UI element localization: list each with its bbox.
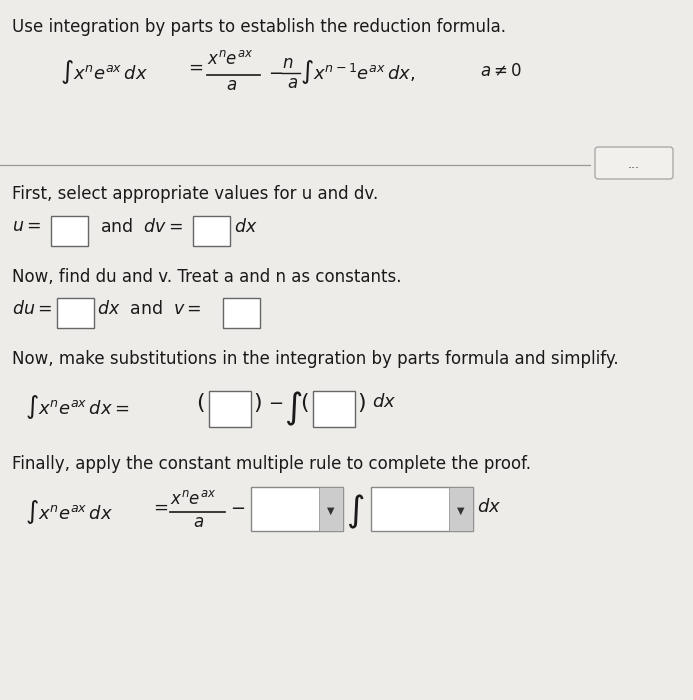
Text: $\int x^n e^{ax}\,dx$: $\int x^n e^{ax}\,dx$ xyxy=(60,58,148,86)
Text: $x^n e^{ax}$: $x^n e^{ax}$ xyxy=(170,490,216,508)
FancyBboxPatch shape xyxy=(313,391,355,427)
Text: $-$: $-$ xyxy=(268,393,283,411)
Text: $du=$: $du=$ xyxy=(12,300,52,318)
Text: $dx$: $dx$ xyxy=(477,498,501,516)
Text: ▼: ▼ xyxy=(327,506,335,516)
Text: Use integration by parts to establish the reduction formula.: Use integration by parts to establish th… xyxy=(12,18,506,36)
FancyBboxPatch shape xyxy=(449,487,473,531)
Text: $a \neq 0$: $a \neq 0$ xyxy=(480,63,522,80)
FancyBboxPatch shape xyxy=(51,216,88,246)
Text: Finally, apply the constant multiple rule to complete the proof.: Finally, apply the constant multiple rul… xyxy=(12,455,531,473)
Text: $\int$: $\int$ xyxy=(284,390,302,428)
Text: $-$: $-$ xyxy=(230,498,245,516)
FancyBboxPatch shape xyxy=(595,147,673,179)
Text: $($: $($ xyxy=(196,391,205,414)
Text: $($: $($ xyxy=(300,391,309,414)
Text: $-$: $-$ xyxy=(268,63,283,81)
Text: $=$: $=$ xyxy=(150,498,168,516)
Text: $\int x^n e^{ax}\,dx =$: $\int x^n e^{ax}\,dx =$ xyxy=(25,393,130,421)
Text: $\int$: $\int$ xyxy=(346,493,365,531)
FancyBboxPatch shape xyxy=(193,216,230,246)
Text: $u=$: $u=$ xyxy=(12,218,41,235)
FancyBboxPatch shape xyxy=(57,298,94,328)
Text: $x^n e^{ax}$: $x^n e^{ax}$ xyxy=(207,50,253,68)
Text: $a$: $a$ xyxy=(193,514,204,531)
Text: $dx$: $dx$ xyxy=(234,218,258,236)
Text: First, select appropriate values for u and dv.: First, select appropriate values for u a… xyxy=(12,185,378,203)
Text: $dx$: $dx$ xyxy=(372,393,396,411)
FancyBboxPatch shape xyxy=(371,487,473,531)
Text: $)$: $)$ xyxy=(357,391,366,414)
FancyBboxPatch shape xyxy=(319,487,343,531)
Text: $)$: $)$ xyxy=(253,391,262,414)
FancyBboxPatch shape xyxy=(209,391,251,427)
Text: Now, find du and v. Treat a and n as constants.: Now, find du and v. Treat a and n as con… xyxy=(12,268,401,286)
Text: $a$: $a$ xyxy=(287,75,298,92)
Text: and  $dv=$: and $dv=$ xyxy=(100,218,183,236)
Text: $\int x^{n-1} e^{ax}\,dx,$: $\int x^{n-1} e^{ax}\,dx,$ xyxy=(300,58,415,86)
FancyBboxPatch shape xyxy=(251,487,343,531)
Text: $a$: $a$ xyxy=(226,77,237,94)
Text: ▼: ▼ xyxy=(457,506,465,516)
Text: $dx$  and  $v=$: $dx$ and $v=$ xyxy=(97,300,202,318)
Text: $=$: $=$ xyxy=(185,58,204,76)
Text: Now, make substitutions in the integration by parts formula and simplify.: Now, make substitutions in the integrati… xyxy=(12,350,619,368)
Text: ...: ... xyxy=(628,158,640,172)
Text: $\int x^n e^{ax}\,dx$: $\int x^n e^{ax}\,dx$ xyxy=(25,498,113,526)
Text: $n$: $n$ xyxy=(282,55,293,72)
FancyBboxPatch shape xyxy=(223,298,260,328)
